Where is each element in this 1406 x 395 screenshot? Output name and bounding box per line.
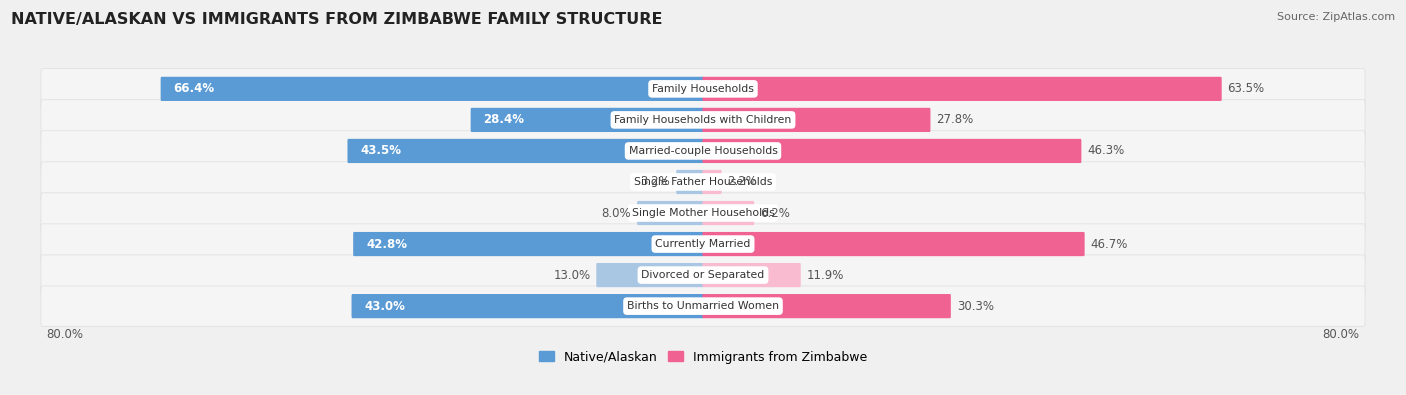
Text: 80.0%: 80.0% — [46, 328, 83, 341]
Text: NATIVE/ALASKAN VS IMMIGRANTS FROM ZIMBABWE FAMILY STRUCTURE: NATIVE/ALASKAN VS IMMIGRANTS FROM ZIMBAB… — [11, 12, 662, 27]
Text: 63.5%: 63.5% — [1227, 83, 1265, 95]
FancyBboxPatch shape — [41, 131, 1365, 171]
Text: 28.4%: 28.4% — [484, 113, 524, 126]
Text: Single Mother Households: Single Mother Households — [631, 208, 775, 218]
FancyBboxPatch shape — [41, 162, 1365, 202]
Text: 43.0%: 43.0% — [364, 300, 405, 312]
FancyBboxPatch shape — [703, 77, 1222, 101]
Text: 42.8%: 42.8% — [366, 237, 408, 250]
FancyBboxPatch shape — [41, 255, 1365, 295]
Text: 66.4%: 66.4% — [173, 83, 215, 95]
FancyBboxPatch shape — [703, 201, 754, 225]
Text: 46.3%: 46.3% — [1087, 145, 1125, 158]
FancyBboxPatch shape — [347, 139, 703, 163]
Text: 8.0%: 8.0% — [602, 207, 631, 220]
Text: 80.0%: 80.0% — [1323, 328, 1360, 341]
FancyBboxPatch shape — [41, 286, 1365, 326]
FancyBboxPatch shape — [703, 170, 721, 194]
Text: 46.7%: 46.7% — [1091, 237, 1128, 250]
Text: Currently Married: Currently Married — [655, 239, 751, 249]
Text: Births to Unmarried Women: Births to Unmarried Women — [627, 301, 779, 311]
Text: 2.2%: 2.2% — [727, 175, 758, 188]
FancyBboxPatch shape — [703, 139, 1081, 163]
Text: Source: ZipAtlas.com: Source: ZipAtlas.com — [1277, 12, 1395, 22]
FancyBboxPatch shape — [41, 69, 1365, 109]
Text: 13.0%: 13.0% — [554, 269, 591, 282]
FancyBboxPatch shape — [160, 77, 703, 101]
Text: 3.2%: 3.2% — [641, 175, 671, 188]
FancyBboxPatch shape — [676, 170, 703, 194]
Text: 30.3%: 30.3% — [956, 300, 994, 312]
FancyBboxPatch shape — [41, 100, 1365, 140]
Text: Married-couple Households: Married-couple Households — [628, 146, 778, 156]
FancyBboxPatch shape — [471, 108, 703, 132]
FancyBboxPatch shape — [596, 263, 703, 287]
FancyBboxPatch shape — [703, 263, 801, 287]
FancyBboxPatch shape — [703, 108, 931, 132]
Text: 6.2%: 6.2% — [761, 207, 790, 220]
Text: 27.8%: 27.8% — [936, 113, 973, 126]
Text: Family Households: Family Households — [652, 84, 754, 94]
FancyBboxPatch shape — [703, 232, 1084, 256]
Text: 11.9%: 11.9% — [807, 269, 844, 282]
FancyBboxPatch shape — [637, 201, 703, 225]
Text: 43.5%: 43.5% — [360, 145, 401, 158]
Legend: Native/Alaskan, Immigrants from Zimbabwe: Native/Alaskan, Immigrants from Zimbabwe — [534, 346, 872, 369]
FancyBboxPatch shape — [41, 224, 1365, 264]
Text: Divorced or Separated: Divorced or Separated — [641, 270, 765, 280]
FancyBboxPatch shape — [353, 232, 703, 256]
Text: Single Father Households: Single Father Households — [634, 177, 772, 187]
Text: Family Households with Children: Family Households with Children — [614, 115, 792, 125]
FancyBboxPatch shape — [352, 294, 703, 318]
FancyBboxPatch shape — [703, 294, 950, 318]
FancyBboxPatch shape — [41, 193, 1365, 233]
